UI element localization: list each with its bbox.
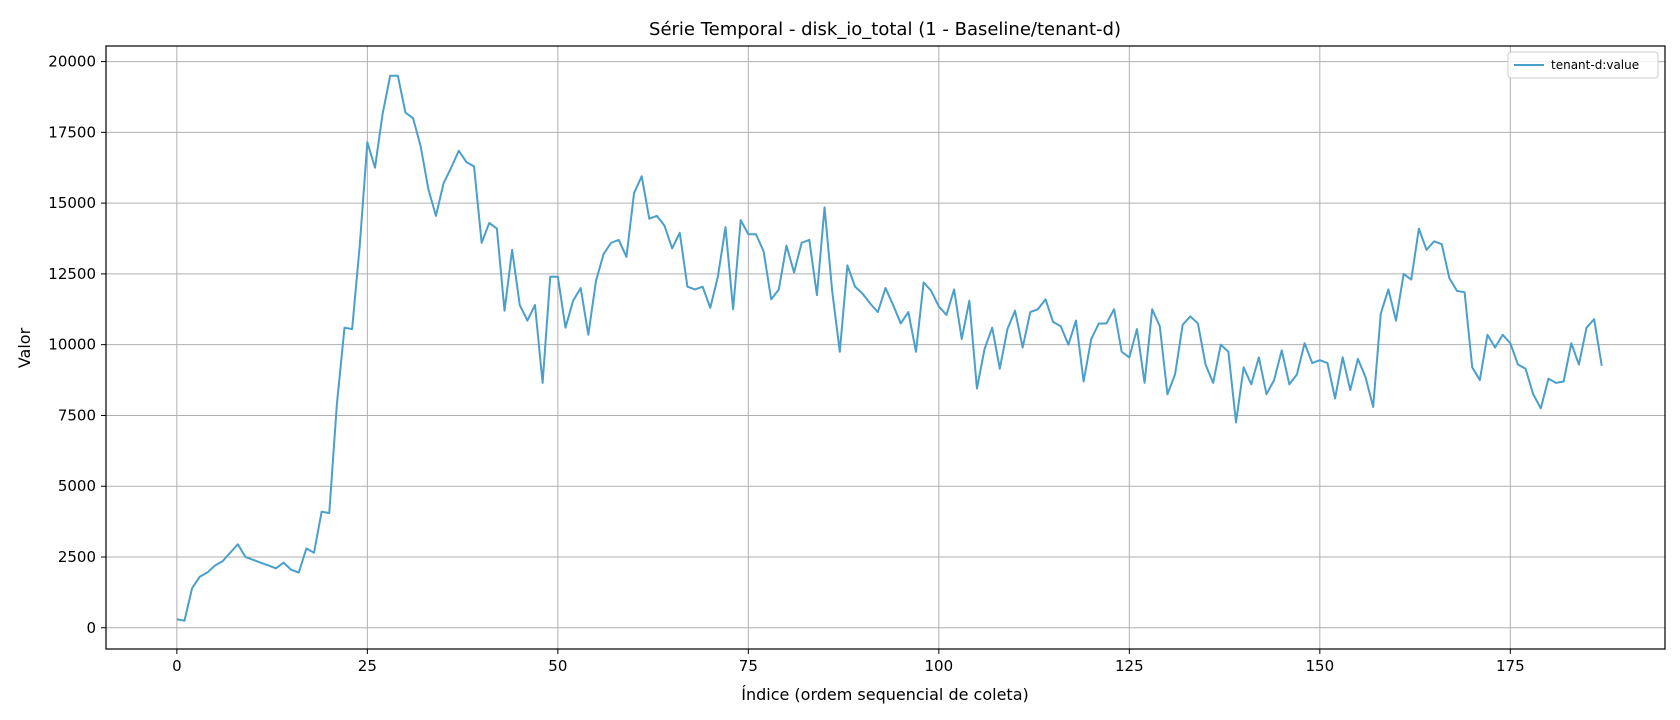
x-tick-label: 0 [172,657,182,675]
y-axis: 0 2500 5000 7500 10000 12500 15000 17500 20000 [48,53,106,637]
plot-frame [105,45,1666,650]
legend-box [1507,51,1659,79]
y-tick-label: 12500 [48,265,96,283]
y-tick-label: 2500 [58,548,96,566]
x-tick-label: 75 [739,657,758,675]
y-tick-label: 15000 [48,194,96,212]
legend: tenant-d:value [1507,51,1659,79]
grid [106,46,1665,649]
y-tick-label: 10000 [48,336,96,354]
y-tick-label: 17500 [48,123,96,141]
x-tick-label: 175 [1496,657,1525,675]
x-tick-label: 50 [548,657,567,675]
legend-label: tenant-d:value [1551,58,1639,72]
chart-title: Série Temporal - disk_io_total (1 - Base… [649,19,1121,40]
series-layer [176,74,1603,622]
series-line [176,74,1603,622]
x-axis-label: Índice (ordem sequencial de coleta) [741,685,1029,704]
x-axis: 0 25 50 75 100 125 150 175 [172,649,1525,675]
x-tick-label: 150 [1306,657,1335,675]
y-axis-label: Valor [15,327,34,368]
y-tick-label: 7500 [58,406,96,424]
x-tick-label: 100 [925,657,954,675]
y-tick-label: 5000 [58,477,96,495]
x-tick-label: 25 [358,657,377,675]
y-tick-label: 0 [86,619,96,637]
y-tick-label: 20000 [48,53,96,71]
x-tick-label: 125 [1115,657,1144,675]
